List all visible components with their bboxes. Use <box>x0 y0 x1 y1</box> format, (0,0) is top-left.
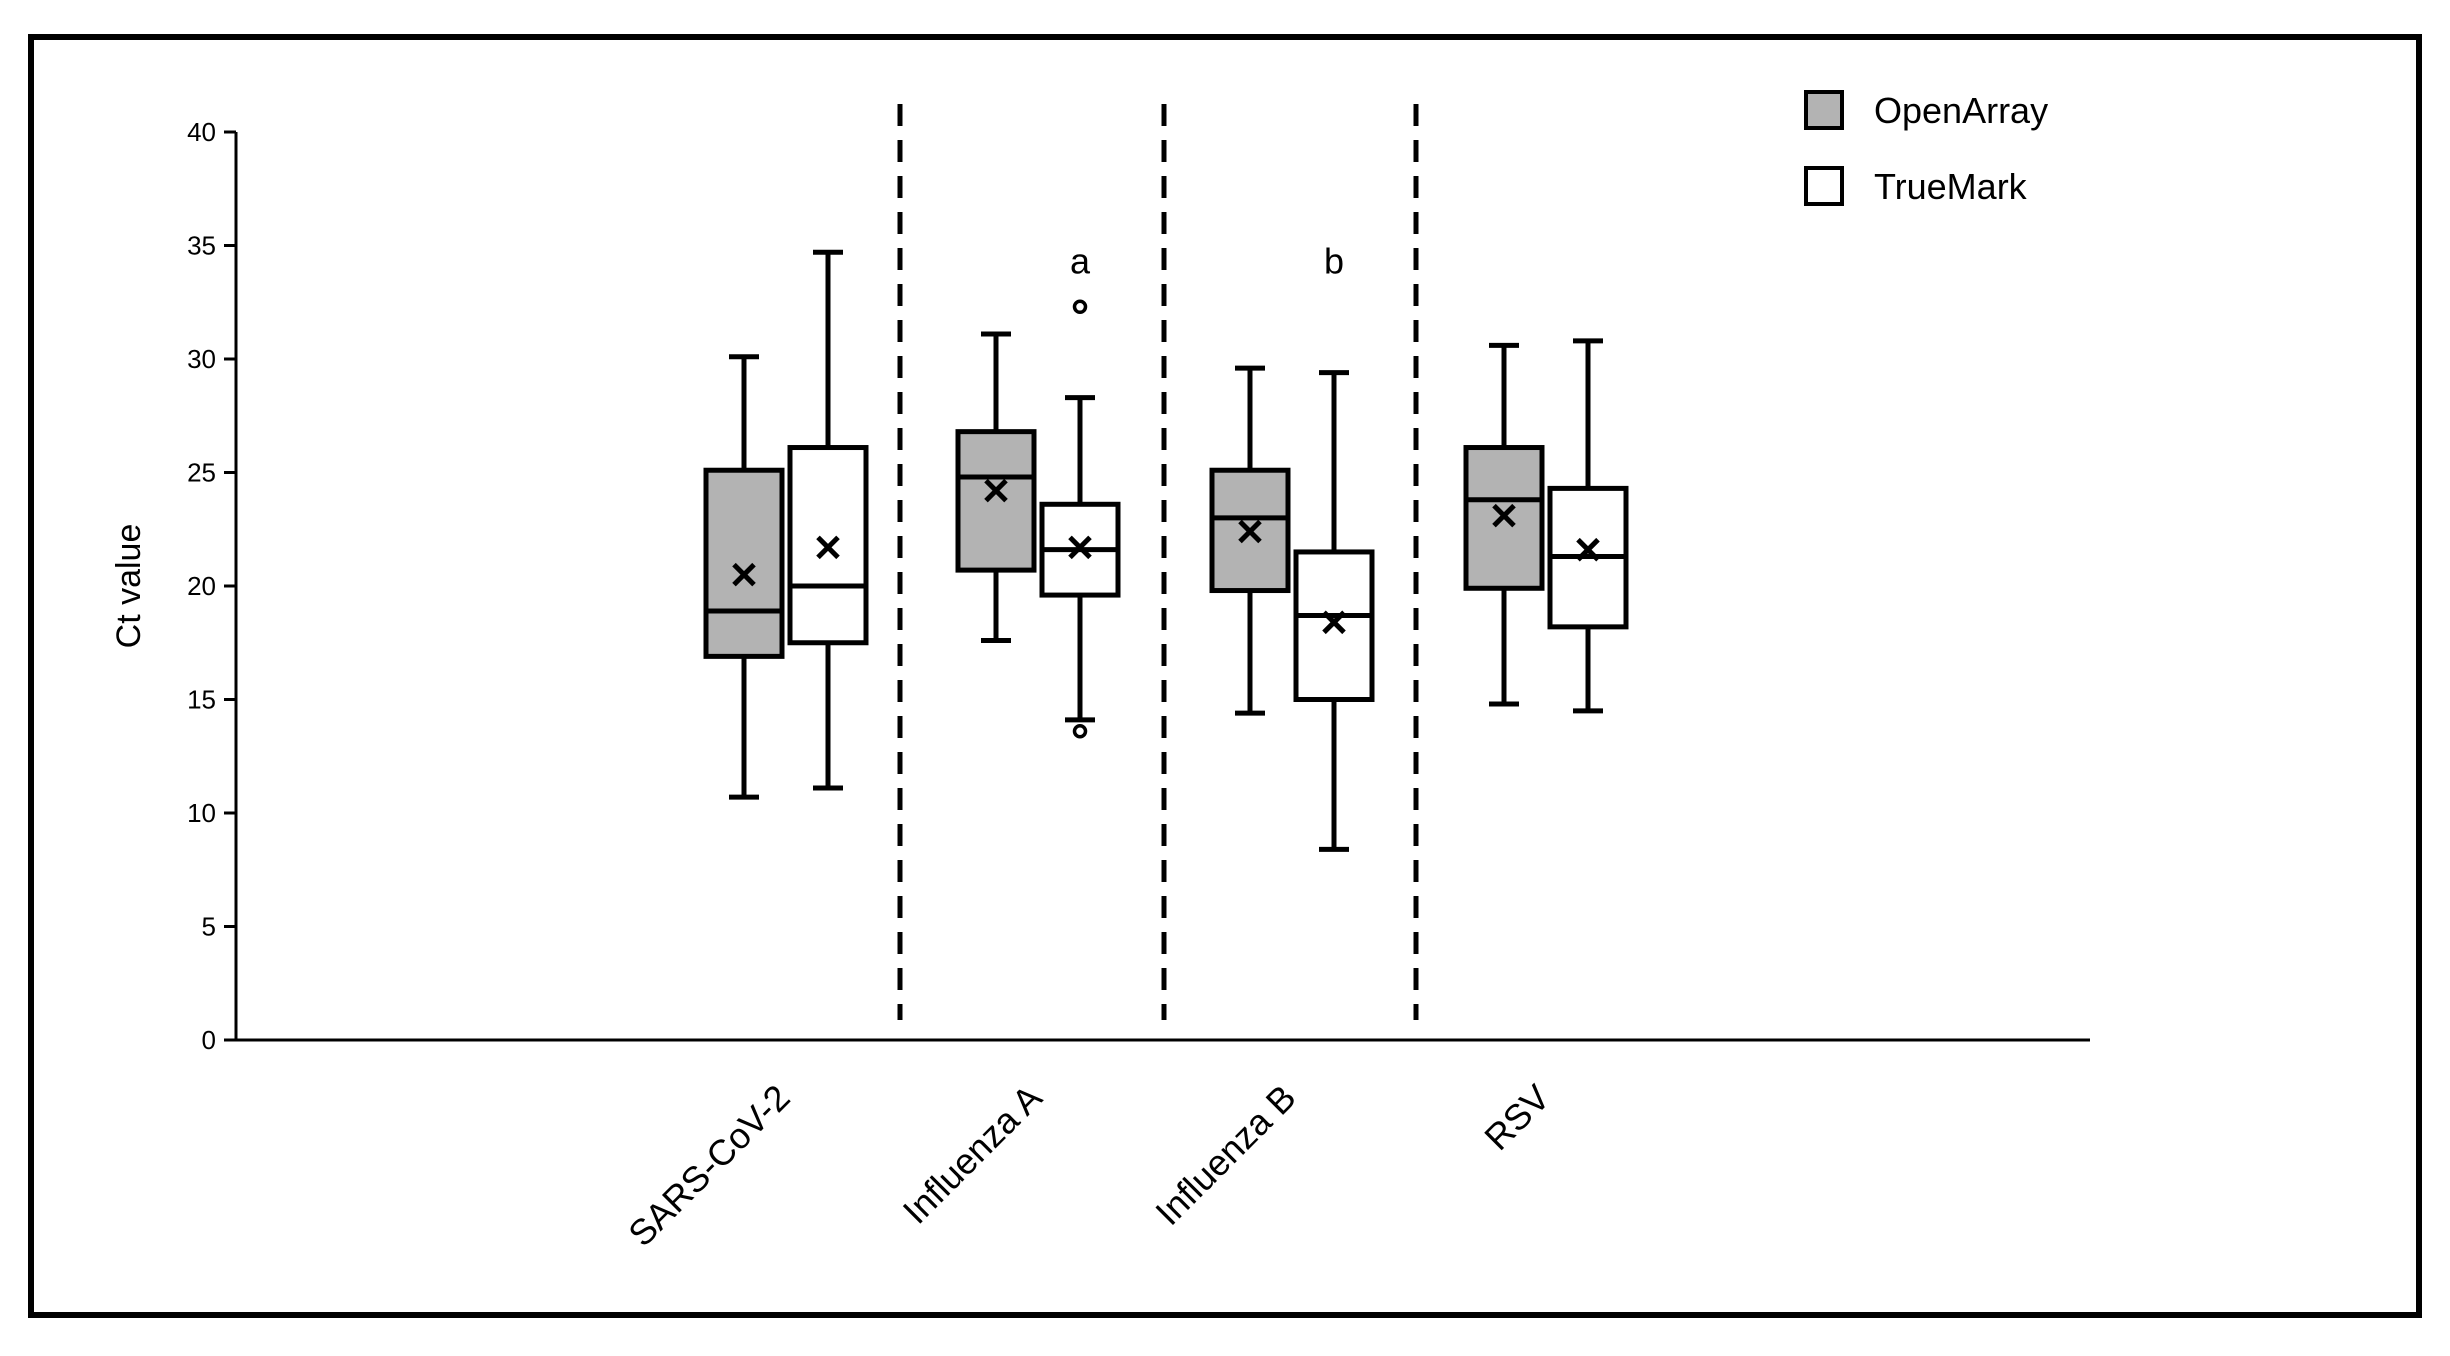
mean-marker <box>1576 537 1600 562</box>
boxes <box>703 249 1629 852</box>
iqr-box <box>703 467 785 659</box>
legend: OpenArray TrueMark <box>1804 90 2048 207</box>
legend-swatch <box>1804 90 1844 130</box>
category-label: RSV <box>1476 1077 1557 1158</box>
mean-marker <box>1322 610 1346 635</box>
outlier-point <box>1072 724 1088 739</box>
legend-swatch <box>1804 166 1844 206</box>
y-tick-label: 30 <box>187 344 216 374</box>
axes: 0 5 10 15 20 25 30 35 40 Ct value SARS-CoV-2 Influe… <box>110 117 2090 1254</box>
legend-label: OpenArray <box>1874 90 2048 131</box>
mean-marker <box>732 562 756 587</box>
category-label: Influenza A <box>895 1077 1050 1232</box>
box-openarray-rsv <box>1463 342 1545 707</box>
legend-item-truemark: TrueMark <box>1804 166 2028 207</box>
significance-annotation: a <box>1070 240 1091 281</box>
significance-annotation: b <box>1324 240 1344 281</box>
y-axis-title: Ct value <box>110 524 148 649</box>
y-tick-label: 25 <box>187 458 216 488</box>
box-openarray-influenza-b <box>1209 365 1291 716</box>
mean-marker <box>984 478 1008 503</box>
category-label: SARS-CoV-2 <box>620 1077 798 1255</box>
box-truemark-sars-cov-2 <box>787 249 869 791</box>
mean-marker <box>1238 519 1262 544</box>
y-tick-label: 5 <box>202 912 216 942</box>
y-tick-label: 35 <box>187 231 216 261</box>
mean-marker <box>1068 535 1092 560</box>
legend-label: TrueMark <box>1874 166 2028 207</box>
mean-marker <box>1492 503 1516 528</box>
y-tick-label: 15 <box>187 685 216 715</box>
figure-frame <box>28 34 2422 1318</box>
box-truemark-influenza-b <box>1293 370 1375 852</box>
y-tick-label: 20 <box>187 571 216 601</box>
category-label: Influenza B <box>1147 1077 1303 1233</box>
box-openarray-sars-cov-2 <box>703 354 785 800</box>
y-tick-label: 0 <box>202 1025 216 1055</box>
outlier-point <box>1072 299 1088 315</box>
y-tick-label: 40 <box>187 117 216 147</box>
box-truemark-rsv <box>1547 338 1629 714</box>
category-separators <box>897 104 1419 1020</box>
iqr-box <box>955 429 1037 573</box>
box-truemark-influenza-a <box>1039 299 1121 739</box>
y-tick-label: 10 <box>187 798 216 828</box>
box-openarray-influenza-a <box>955 331 1037 643</box>
legend-item-openarray: OpenArray <box>1804 90 2048 131</box>
mean-marker <box>816 535 840 560</box>
